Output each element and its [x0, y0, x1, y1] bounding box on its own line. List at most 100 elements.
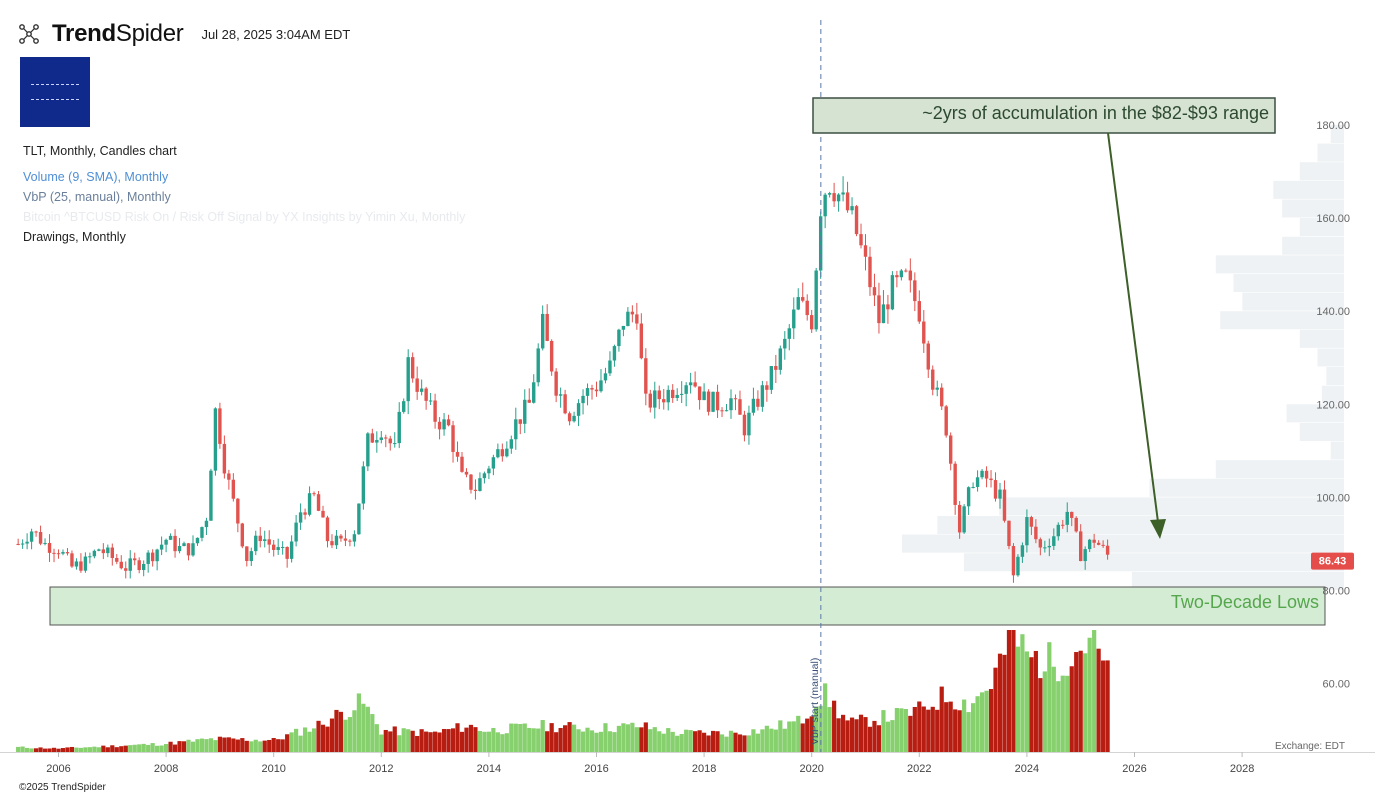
- candle-body: [97, 549, 101, 551]
- legend-volume[interactable]: Volume (9, SMA), Monthly: [23, 170, 169, 184]
- volume-bar: [634, 727, 639, 752]
- volume-bar: [1060, 675, 1065, 752]
- candle-body: [254, 535, 258, 552]
- candle-body: [684, 385, 688, 394]
- volume-bar: [101, 745, 106, 752]
- volume-bar: [688, 730, 693, 752]
- candle-body: [1007, 520, 1011, 547]
- volume-bar: [199, 738, 205, 752]
- candle-body: [1056, 524, 1060, 537]
- candle-body: [47, 542, 52, 553]
- candle-body: [1011, 546, 1016, 576]
- volume-bar: [69, 746, 75, 752]
- volume-bar: [809, 716, 814, 752]
- candle-body: [590, 388, 594, 390]
- volume-bar: [141, 743, 146, 752]
- candle-body: [581, 395, 585, 404]
- volume-bar: [1078, 650, 1083, 752]
- volume-bar: [567, 722, 572, 752]
- volume-bar: [424, 731, 429, 752]
- candle-body: [433, 400, 437, 422]
- volume-bar: [621, 723, 626, 752]
- candle-body: [832, 193, 836, 202]
- volume-bar: [836, 718, 841, 752]
- volume-bar: [302, 727, 308, 752]
- volume-bar: [365, 706, 370, 752]
- volume-bar: [755, 733, 760, 752]
- candle-body: [1025, 517, 1029, 546]
- volume-bar: [693, 731, 698, 752]
- legend-main[interactable]: TLT, Monthly, Candles chart: [23, 144, 177, 158]
- volume-bar: [329, 718, 335, 752]
- x-tick-label: 2022: [907, 763, 931, 775]
- volume-bar: [684, 729, 689, 752]
- volume-bar: [253, 739, 258, 752]
- candle-body: [993, 480, 998, 499]
- volume-bar: [540, 720, 545, 752]
- candle-body: [419, 388, 424, 392]
- candle-body: [975, 477, 980, 487]
- accumulation-box: [812, 97, 1276, 134]
- vbp-bar: [1326, 367, 1344, 386]
- volume-bar: [244, 740, 249, 752]
- brand-name[interactable]: TrendSpider: [52, 20, 184, 48]
- volume-bar: [33, 748, 39, 752]
- volume-bar: [114, 747, 119, 752]
- candle-body: [576, 403, 581, 416]
- y-tick-label: 80.00: [1322, 586, 1350, 598]
- candle-body: [1052, 536, 1056, 546]
- volume-bar: [231, 738, 236, 752]
- candle-body: [213, 408, 218, 471]
- volume-bar: [962, 699, 967, 752]
- candle-body: [1029, 517, 1034, 527]
- volume-bar: [397, 735, 402, 752]
- volume-bar: [258, 741, 263, 752]
- candle-body: [715, 391, 720, 411]
- candle-body: [451, 425, 455, 452]
- candle-body: [899, 270, 904, 278]
- candle-body: [321, 510, 325, 518]
- vbp-bar: [1282, 236, 1344, 255]
- candle-body: [926, 343, 930, 370]
- volume-bar: [612, 732, 617, 752]
- volume-bar: [1011, 630, 1016, 752]
- volume-bar: [867, 726, 873, 752]
- volume-bar: [554, 732, 559, 752]
- volume-bar: [814, 706, 819, 752]
- candle-body: [195, 537, 200, 544]
- trendspider-logo-icon[interactable]: [18, 23, 40, 45]
- x-tick-label: 2010: [261, 763, 285, 775]
- brand-name-light: Spider: [115, 20, 184, 47]
- volume-bar: [823, 683, 828, 752]
- candle-body: [83, 556, 88, 571]
- candle-body: [218, 408, 222, 444]
- volume-bar: [930, 706, 935, 752]
- legend-vbp[interactable]: VbP (25, manual), Monthly: [23, 190, 171, 204]
- volume-bar: [383, 729, 388, 752]
- volume-bar: [226, 737, 231, 752]
- y-tick-label: 180.00: [1316, 120, 1350, 132]
- candle-body: [267, 539, 271, 545]
- copyright: ©2025 TrendSpider: [19, 782, 106, 793]
- volume-bar: [742, 735, 747, 752]
- x-tick-label: 2026: [1122, 763, 1146, 775]
- volume-bar: [509, 723, 514, 752]
- volume-bar: [222, 737, 227, 752]
- vbp-bar: [1282, 199, 1344, 218]
- volume-bar: [558, 727, 563, 752]
- candle-body: [603, 373, 608, 381]
- volume-bar: [1015, 646, 1021, 752]
- volume-bar: [285, 734, 290, 752]
- candle-body: [155, 549, 159, 562]
- vbp-bar: [1321, 385, 1344, 404]
- volume-bar: [298, 735, 303, 752]
- candle-body: [325, 517, 330, 542]
- candle-body: [406, 357, 410, 402]
- legend-indicator[interactable]: Bitcoin ^BTCUSD Risk On / Risk Off Signa…: [23, 210, 466, 224]
- volume-bar: [42, 748, 48, 752]
- candle-body: [679, 393, 684, 395]
- y-tick-label: 160.00: [1316, 213, 1350, 225]
- legend-drawings[interactable]: Drawings, Monthly: [23, 230, 126, 244]
- volume-bar: [159, 745, 164, 752]
